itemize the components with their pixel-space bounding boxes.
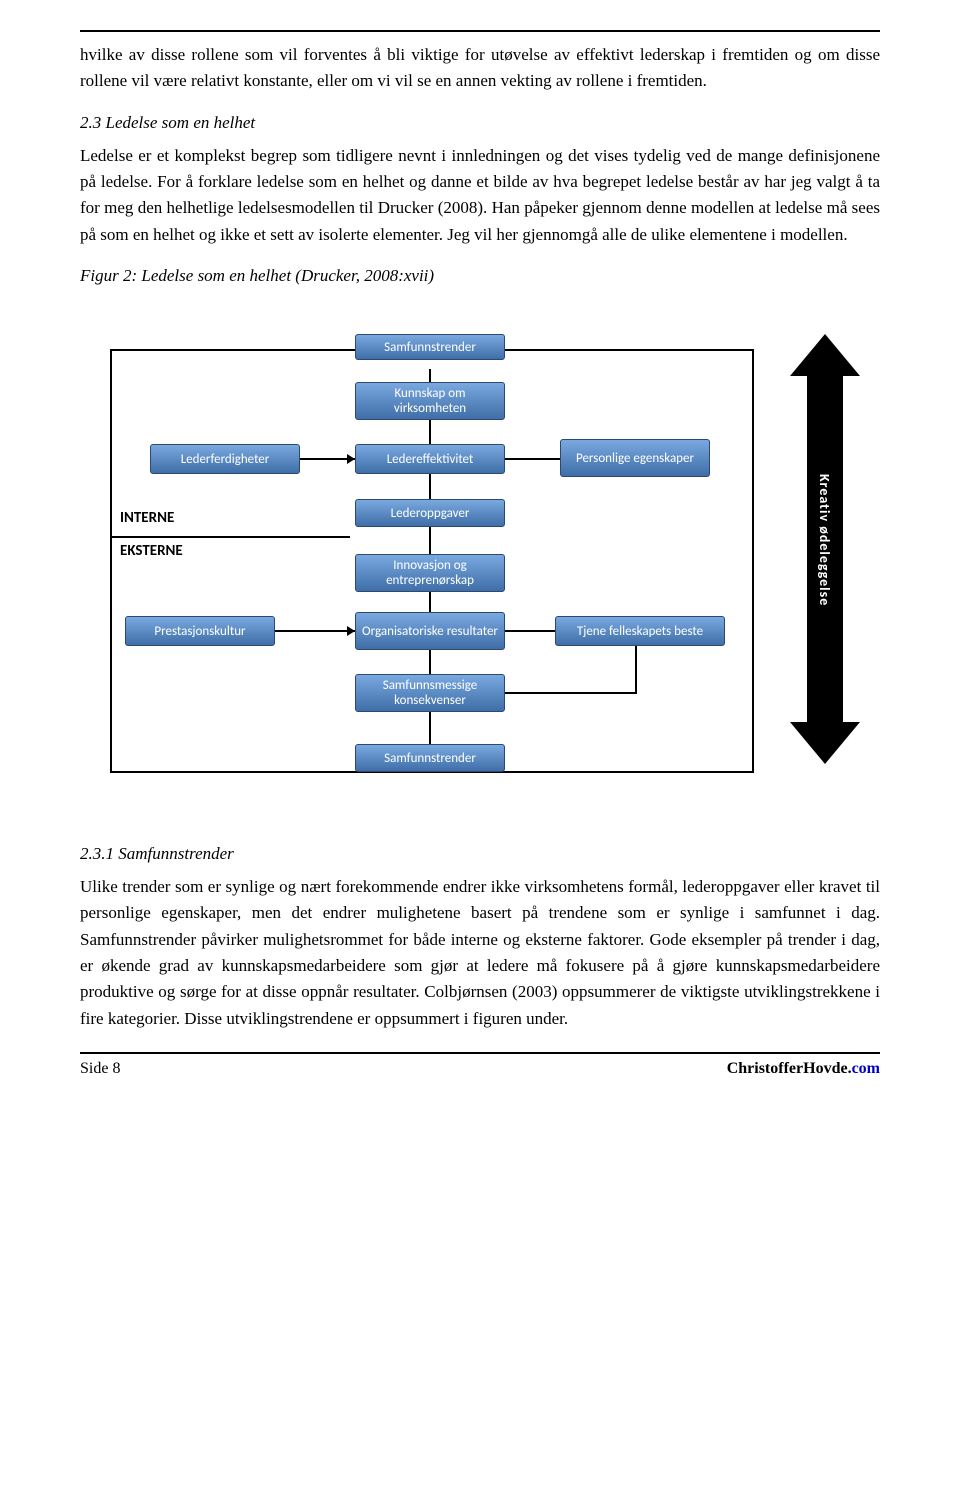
node-samfunnstrender-top: Samfunnstrender (355, 334, 505, 360)
creative-destruction-arrow: Kreativ ødeleggelse (790, 334, 860, 764)
node-samfunnsmessige: Samfunnsmessige konsekvenser (355, 674, 505, 712)
node-lederferdigheter: Lederferdigheter (150, 444, 300, 474)
h-conn-3 (275, 630, 355, 632)
node-org-resultater: Organisatoriske resultater (355, 612, 505, 650)
node-tjene-fellesskap: Tjene felleskapets beste (555, 616, 725, 646)
footer-rule (80, 1052, 880, 1054)
paragraph-3: Ulike trender som er synlige og nært for… (80, 874, 880, 1032)
node-personlige: Personlige egenskaper (560, 439, 710, 477)
node-samfunnstrender-bottom: Samfunnstrender (355, 744, 505, 772)
paragraph-2: Ledelse er et komplekst begrep som tidli… (80, 143, 880, 248)
arrow-head-down-icon (790, 722, 860, 764)
int-ext-divider (110, 536, 350, 538)
arrow-r2 (347, 626, 355, 636)
footer-site-plain: ChristofferHovde. (727, 1060, 852, 1077)
arrow-label: Kreativ ødeleggelse (816, 474, 833, 606)
label-eksterne: EKSTERNE (120, 542, 183, 560)
v-conn-tjene (635, 646, 637, 694)
h-conn-4 (505, 630, 555, 632)
node-ledereffektivitet: Ledereffektivitet (355, 444, 505, 474)
paragraph-1: hvilke av disse rollene som vil forvente… (80, 42, 880, 95)
footer-site: ChristofferHovde.com (727, 1060, 880, 1078)
heading-2-3: 2.3 Ledelse som en helhet (80, 113, 880, 133)
top-rule (80, 30, 880, 32)
footer-site-link[interactable]: com (852, 1060, 880, 1077)
node-kunnskap: Kunnskap om virksomheten (355, 382, 505, 420)
h-conn-5 (505, 692, 637, 694)
page-footer: Side 8 ChristofferHovde.com (80, 1060, 880, 1098)
leadership-diagram: Samfunnstrender Kunnskap om virksomheten… (80, 304, 860, 814)
h-conn-2 (505, 458, 560, 460)
footer-page-number: Side 8 (80, 1060, 120, 1078)
arrow-head-up-icon (790, 334, 860, 376)
heading-2-3-1: 2.3.1 Samfunnstrender (80, 844, 880, 864)
figure-caption: Figur 2: Ledelse som en helhet (Drucker,… (80, 266, 880, 286)
node-prestasjonskultur: Prestasjonskultur (125, 616, 275, 646)
node-innovasjon: Innovasjon og entreprenørskap (355, 554, 505, 592)
label-interne: INTERNE (120, 509, 174, 527)
node-lederoppgaver: Lederoppgaver (355, 499, 505, 527)
arrow-r1 (347, 454, 355, 464)
